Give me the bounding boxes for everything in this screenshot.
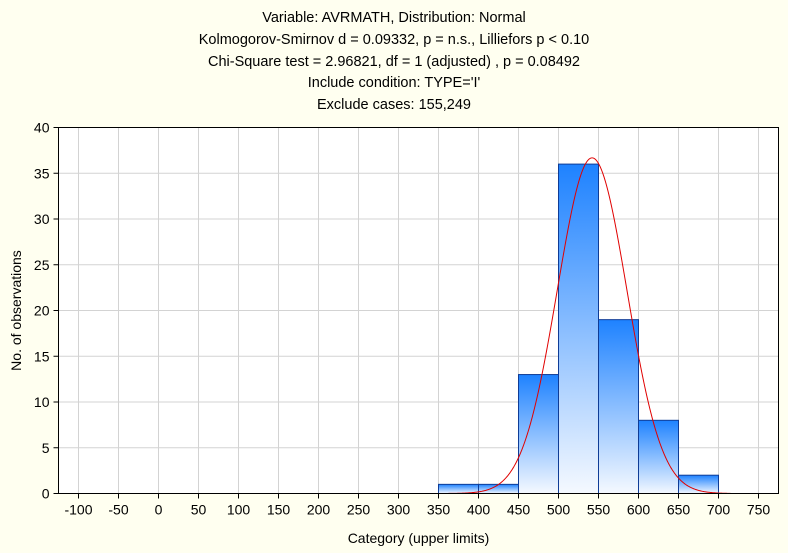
y-tick-label: 10 (34, 394, 50, 410)
y-tick-label: 25 (34, 257, 50, 273)
x-tick-label: 200 (307, 502, 331, 518)
y-axis-title: No. of observations (8, 250, 24, 371)
x-tick-label: -100 (64, 502, 92, 518)
chart-title-line-4: Include condition: TYPE='I' (307, 75, 481, 92)
histogram-bar (638, 419, 679, 494)
chart-title-line-2: Kolmogorov-Smirnov d = 0.09332, p = n.s.… (198, 31, 590, 48)
x-tick-label: 0 (155, 502, 163, 518)
x-tick-label: 750 (747, 502, 771, 518)
chart-title-line-5: Exclude cases: 155,249 (317, 97, 471, 114)
x-axis-title: Category (upper limits) (348, 530, 490, 546)
x-axis-ticks: -100 -50 0 50 100 150 200 250 300 350 400 450 500 550… (64, 493, 771, 518)
x-tick-label: 50 (191, 502, 207, 518)
x-tick-label: 300 (387, 502, 411, 518)
y-tick-label: 35 (34, 165, 50, 181)
y-tick-label: 0 (42, 486, 50, 502)
x-tick-label: 250 (347, 502, 371, 518)
x-tick-label: 350 (427, 502, 451, 518)
y-tick-label: 30 (34, 211, 50, 227)
histogram-bar (598, 319, 639, 494)
x-tick-label: 150 (267, 502, 291, 518)
x-tick-label: 500 (547, 502, 571, 518)
histogram-bar (478, 483, 519, 495)
x-tick-label: 400 (467, 502, 491, 518)
y-tick-label: 20 (34, 303, 50, 319)
y-tick-label: 15 (34, 348, 50, 364)
y-tick-label: 5 (42, 440, 50, 456)
x-tick-label: 600 (627, 502, 651, 518)
chart-title-line-1: Variable: AVRMATH, Distribution: Normal (262, 10, 526, 26)
x-tick-label: 100 (227, 502, 251, 518)
x-tick-label: 650 (667, 502, 691, 518)
chart-title-line-3: Chi-Square test = 2.96821, df = 1 (adjus… (207, 53, 580, 70)
normal-curve (434, 157, 731, 494)
histogram-bars (438, 163, 719, 495)
chart-title-block: Variable: AVRMATH, Distribution: Normal … (0, 8, 788, 117)
x-tick-label: -50 (108, 502, 128, 518)
y-tick-label: 40 (34, 120, 50, 136)
y-axis-ticks: 0 5 10 15 20 25 30 35 40 (34, 120, 59, 502)
histogram-bar (558, 163, 599, 494)
x-tick-label: 700 (707, 502, 731, 518)
x-tick-label: 450 (507, 502, 531, 518)
x-tick-label: 550 (587, 502, 611, 518)
